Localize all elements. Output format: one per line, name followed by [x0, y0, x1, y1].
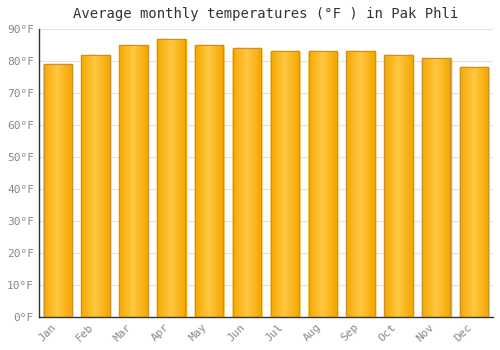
Bar — [270, 51, 299, 317]
Bar — [44, 64, 72, 317]
Bar — [308, 51, 337, 317]
Bar — [119, 45, 148, 317]
Bar — [460, 68, 488, 317]
Bar — [384, 55, 412, 317]
Title: Average monthly temperatures (°F ) in Pak Phli: Average monthly temperatures (°F ) in Pa… — [74, 7, 458, 21]
Bar — [422, 58, 450, 317]
Bar — [346, 51, 375, 317]
Bar — [233, 48, 261, 317]
Bar — [195, 45, 224, 317]
Bar — [157, 38, 186, 317]
Bar — [82, 55, 110, 317]
